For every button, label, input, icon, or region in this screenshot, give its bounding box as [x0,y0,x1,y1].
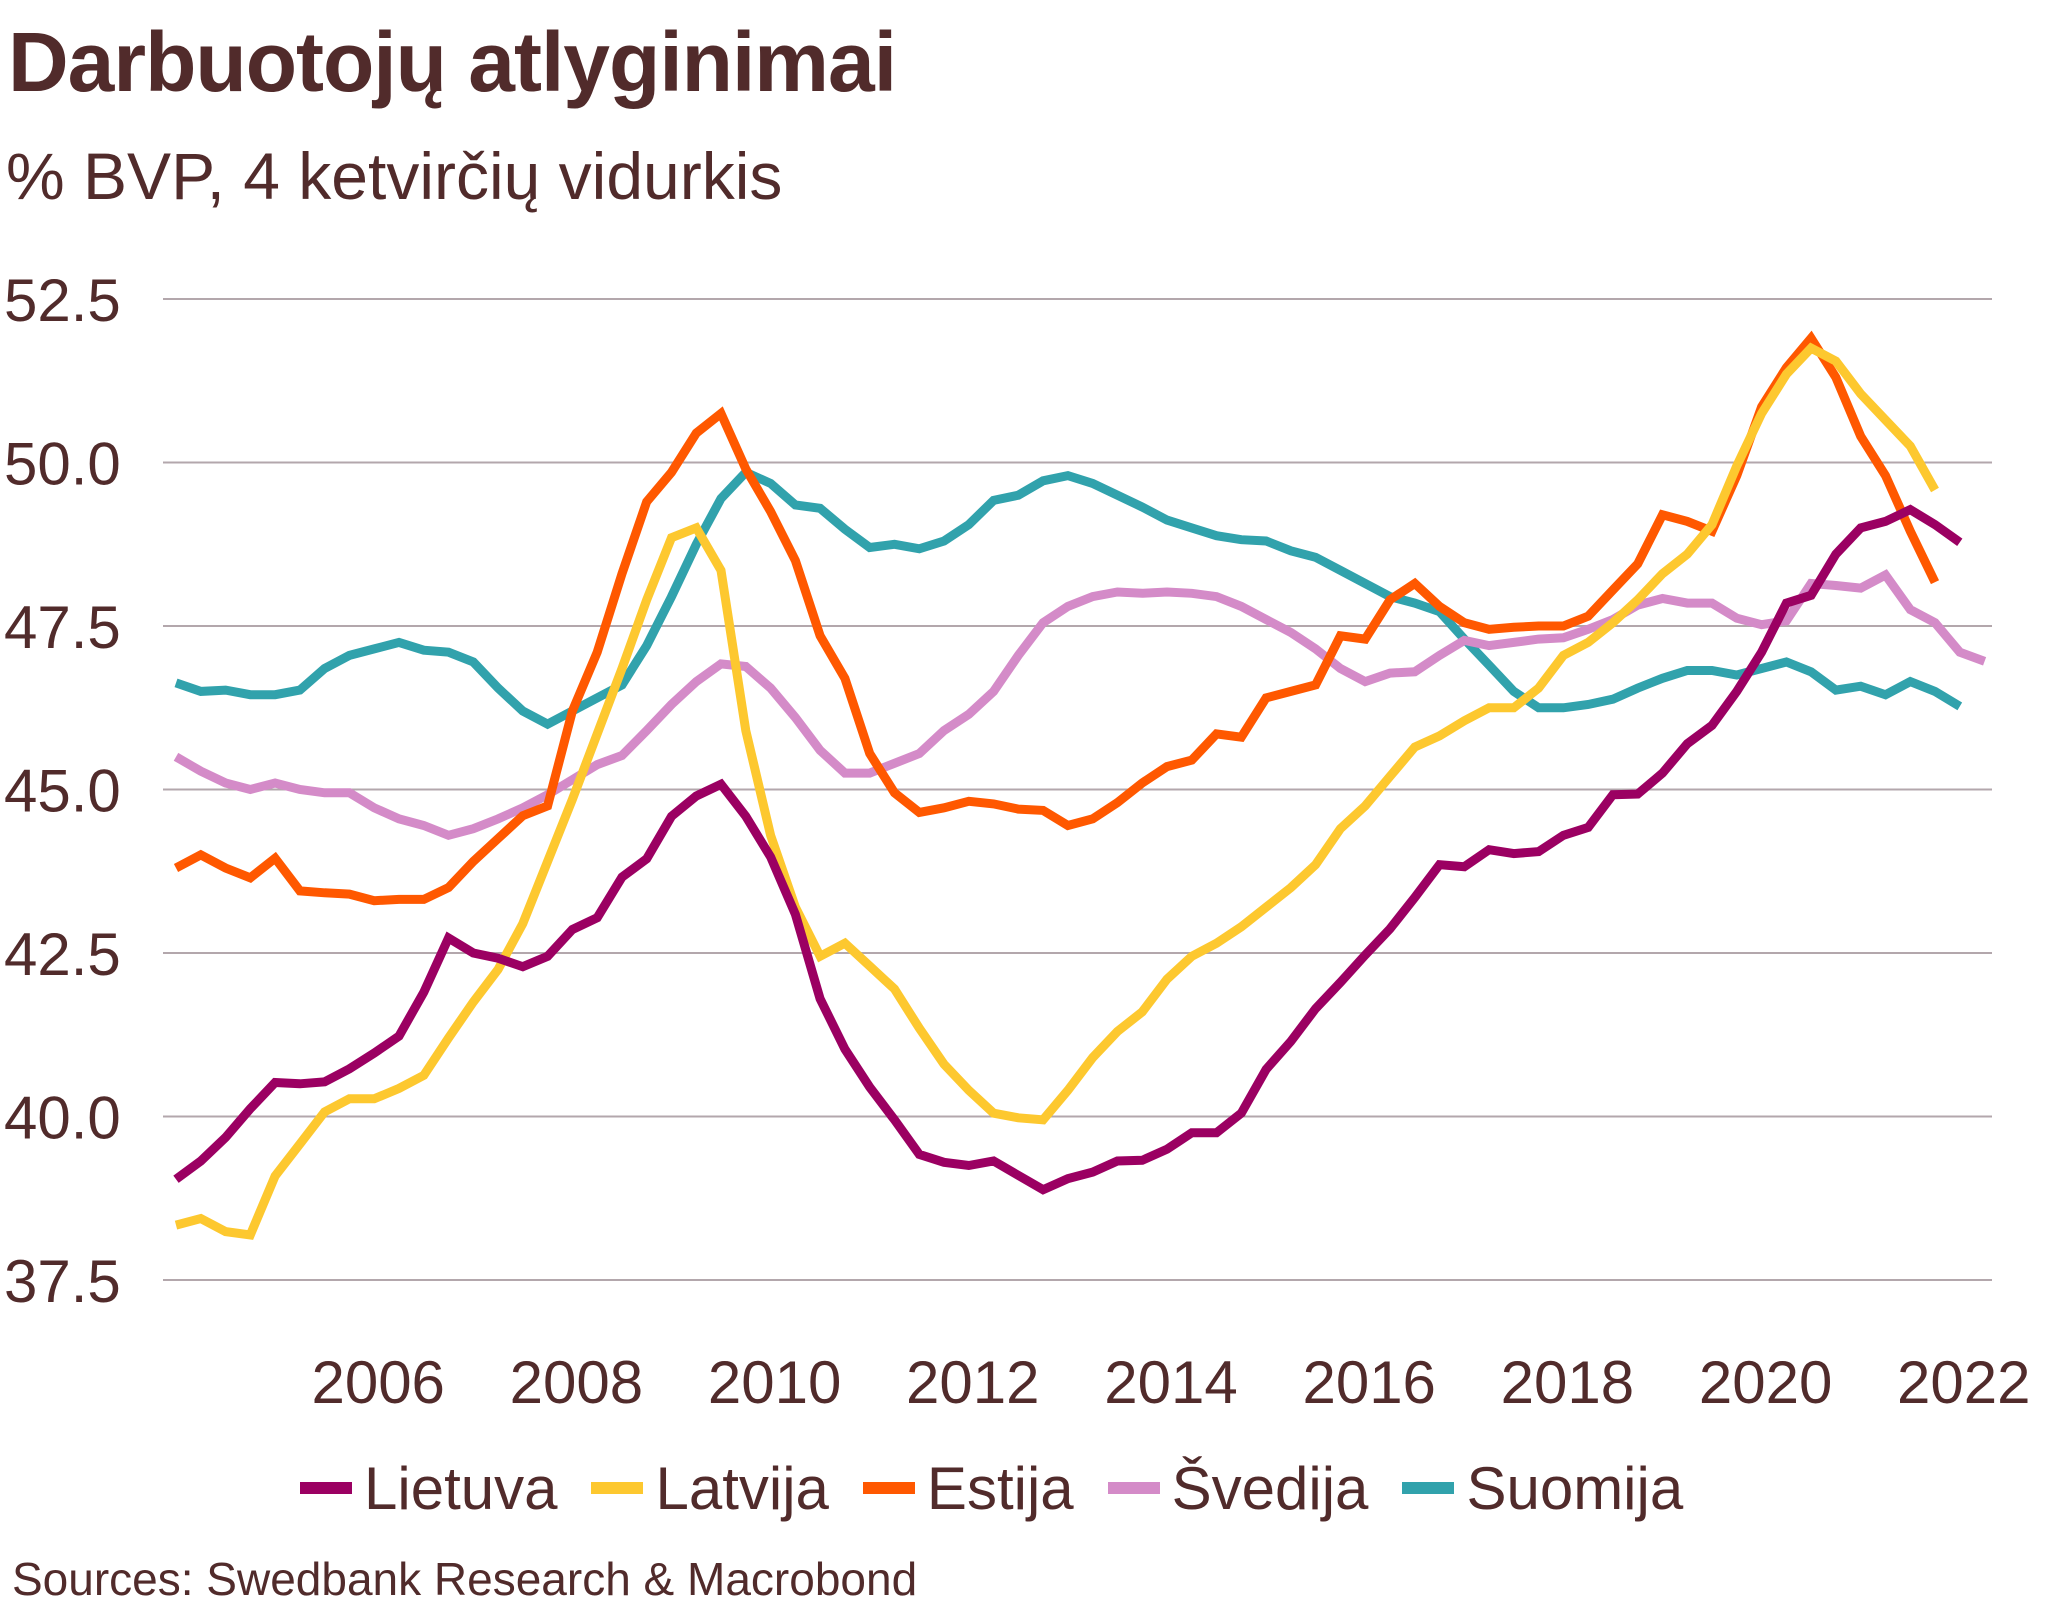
y-tick-label: 40.0 [4,1085,121,1152]
y-tick-label: 45.0 [4,758,121,825]
x-tick-label: 2014 [1104,1349,1237,1416]
x-tick-label: 2018 [1501,1349,1634,1416]
line-chart: 52.5 50.0 47.5 45.0 42.5 40.0 37.5 2006 2008 201… [4,267,2031,1416]
x-tick-label: 2012 [906,1349,1039,1416]
x-tick-label: 2020 [1699,1349,1832,1416]
x-tick-label: 2022 [1897,1349,2030,1416]
legend-item: Latvija [591,1454,829,1523]
gridlines [163,298,1992,1281]
source-note: Sources: Swedbank Research & Macrobond [12,1553,918,1605]
series-line-svedija [173,569,1987,841]
legend-item: Lietuva [300,1454,557,1523]
y-axis-ticks: 52.5 50.0 47.5 45.0 42.5 40.0 37.5 [4,267,121,1315]
y-tick-label: 47.5 [4,594,121,661]
legend-label: Lietuva [364,1454,558,1522]
y-tick-label: 42.5 [4,921,121,988]
x-tick-label: 2008 [510,1349,643,1416]
legend-swatch [1402,1482,1455,1494]
series-line-suomija [174,466,1963,730]
x-tick-label: 2016 [1302,1349,1435,1416]
y-tick-label: 37.5 [4,1248,121,1315]
legend-swatch [300,1482,352,1494]
legend-label: Suomija [1466,1454,1684,1522]
series-line-estija [173,330,1940,906]
y-tick-label: 50.0 [4,431,121,498]
legend-label: Latvija [655,1454,829,1522]
legend-label: Estija [926,1454,1074,1522]
series-line-latvija [174,342,1939,1240]
legend-label: Švedija [1171,1454,1369,1522]
legend-item: Suomija [1402,1454,1683,1523]
legend-item: Estija [862,1454,1074,1523]
chart-title: Darbuotojų atlyginimai [8,15,897,109]
series-lines [173,330,1987,1240]
legend-swatch [1107,1482,1160,1494]
legend: Lietuva Latvija Estija Švedija Suomija [0,1448,2048,1528]
x-axis-ticks: 2006 2008 2010 2012 2014 2016 2018 2020 2022 [311,1349,2030,1416]
x-tick-label: 2006 [311,1349,444,1416]
y-tick-label: 52.5 [4,267,121,334]
legend-swatch [862,1482,915,1494]
legend-swatch [591,1482,644,1494]
chart-subtitle: % BVP, 4 ketvirčių vidurkis [6,139,783,213]
x-tick-label: 2010 [708,1349,841,1416]
series-line-lietuva [173,504,1963,1195]
legend-item: Švedija [1107,1454,1369,1523]
